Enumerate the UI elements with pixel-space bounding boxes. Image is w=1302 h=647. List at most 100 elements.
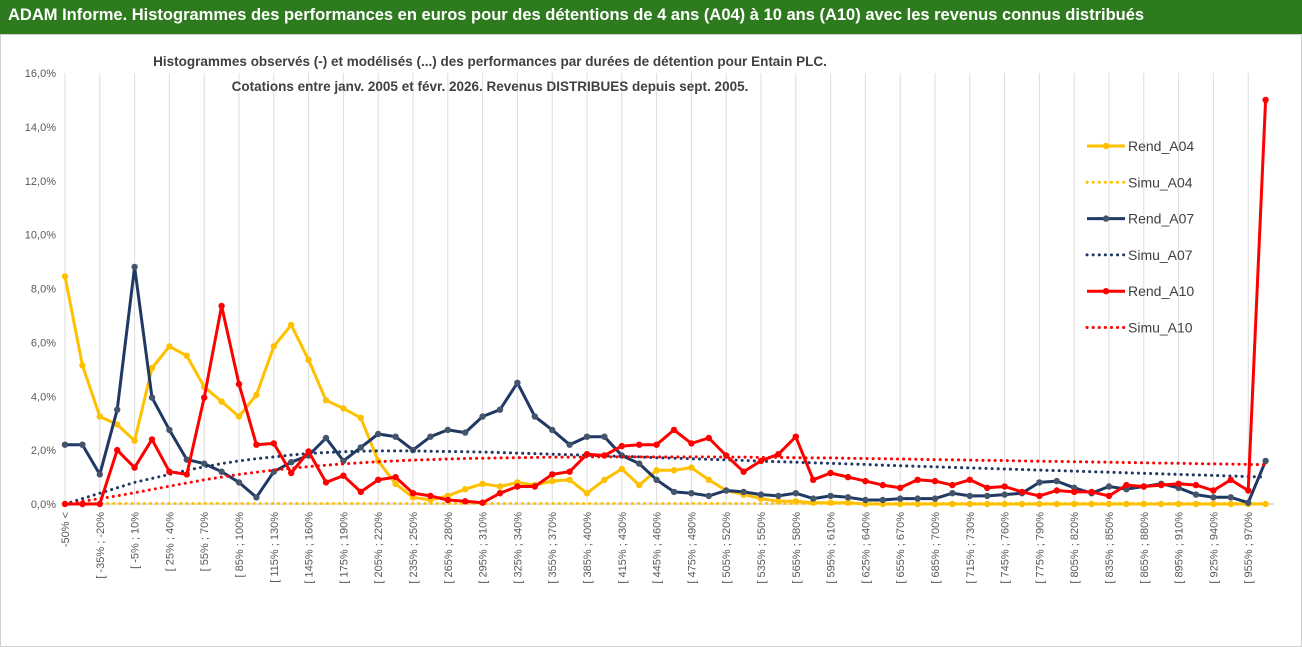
data-point-rend-a10 bbox=[357, 488, 364, 496]
x-tick-label: [ 595% ; 610% bbox=[826, 512, 838, 584]
performance-histogram-chart: 0,0% 2,0% 4,0% 6,0% 8,0% 10,0% 12,0% 14,0% 16,0%… bbox=[25, 54, 1274, 584]
data-point-rend-a07 bbox=[462, 429, 469, 436]
data-point-rend-a07 bbox=[670, 488, 678, 496]
data-point-rend-a04 bbox=[235, 413, 243, 420]
series-simu-a10 bbox=[63, 455, 1268, 506]
x-tick-label: [ 475% ; 490% bbox=[686, 512, 698, 584]
data-point-rend-a10 bbox=[792, 433, 799, 440]
data-point-rend-a10 bbox=[166, 468, 173, 475]
data-point-rend-a07 bbox=[549, 426, 556, 434]
chart-legend: Rend_A04 Simu_A04 Rend_A07 Simu_A07 Rend_A10… bbox=[1085, 138, 1194, 336]
data-point-rend-a10 bbox=[375, 476, 382, 483]
legend-item-rend-a10: Rend_A10 bbox=[1087, 283, 1194, 299]
data-point-rend-a10 bbox=[514, 483, 521, 490]
data-point-rend-a07 bbox=[253, 494, 260, 501]
data-point-rend-a10 bbox=[549, 471, 556, 478]
data-point-rend-a10 bbox=[618, 442, 625, 450]
x-tick-label: -50% < bbox=[60, 512, 72, 547]
data-point-rend-a10 bbox=[775, 451, 782, 458]
data-point-rend-a10 bbox=[931, 477, 939, 485]
data-point-rend-a04 bbox=[131, 437, 138, 444]
data-point-rend-a10 bbox=[688, 440, 695, 447]
data-point-rend-a10 bbox=[897, 484, 904, 491]
x-axis-ticks: -50% < [ -35% ; -20% [ -5% ; 10% [ 25% ; 40… bbox=[60, 512, 1255, 584]
data-point-rend-a10 bbox=[444, 496, 451, 504]
data-point-rend-a10 bbox=[1036, 492, 1043, 500]
data-point-rend-a04 bbox=[1262, 500, 1269, 508]
x-tick-label: [ 355% ; 370% bbox=[547, 512, 559, 584]
data-point-rend-a04 bbox=[357, 414, 364, 421]
data-point-rend-a07 bbox=[705, 492, 712, 500]
x-tick-label: [ 115% ; 130% bbox=[269, 512, 281, 583]
legend-item-rend-a07: Rend_A07 bbox=[1087, 211, 1194, 227]
data-point-rend-a07 bbox=[792, 490, 799, 497]
data-point-rend-a07 bbox=[1227, 494, 1235, 501]
data-point-rend-a04 bbox=[688, 464, 695, 471]
x-tick-label: [ -35% ; -20% bbox=[95, 512, 107, 579]
data-point-rend-a07 bbox=[114, 406, 121, 413]
series-lines bbox=[61, 96, 1269, 508]
data-point-rend-a04 bbox=[827, 499, 834, 506]
legend-label-rend-a07: Rend_A07 bbox=[1128, 211, 1194, 227]
report-title: ADAM Informe. Histogrammes des performan… bbox=[8, 6, 1145, 24]
data-point-rend-a10 bbox=[984, 484, 991, 491]
data-point-rend-a04 bbox=[218, 398, 225, 405]
data-point-rend-a07 bbox=[844, 494, 852, 501]
data-point-rend-a07 bbox=[810, 495, 817, 502]
data-point-rend-a07 bbox=[653, 476, 660, 483]
data-point-rend-a10 bbox=[462, 498, 469, 505]
data-point-rend-a07 bbox=[1001, 491, 1008, 498]
data-point-rend-a04 bbox=[636, 481, 643, 489]
y-tick-label: 10,0% bbox=[25, 230, 56, 242]
data-point-rend-a10 bbox=[201, 394, 208, 401]
x-tick-label: [ 865% ; 880% bbox=[1139, 512, 1151, 584]
series-rend-a04 bbox=[61, 273, 1269, 508]
data-point-rend-a07 bbox=[601, 433, 608, 440]
data-point-rend-a10 bbox=[879, 481, 886, 489]
data-point-rend-a07 bbox=[340, 457, 347, 465]
data-point-rend-a07 bbox=[931, 495, 939, 502]
y-tick-label: 14,0% bbox=[25, 122, 56, 134]
data-point-rend-a07 bbox=[949, 490, 956, 497]
x-tick-label: [ 265% ; 280% bbox=[443, 512, 455, 584]
data-point-rend-a07 bbox=[1192, 491, 1200, 498]
data-point-rend-a07 bbox=[61, 441, 69, 448]
data-point-rend-a07 bbox=[479, 413, 486, 420]
data-point-rend-a07 bbox=[723, 487, 730, 494]
data-point-rend-a07 bbox=[322, 434, 330, 442]
data-point-rend-a07 bbox=[1262, 457, 1269, 465]
data-point-rend-a04 bbox=[462, 486, 469, 493]
data-point-rend-a10 bbox=[392, 473, 399, 481]
data-point-rend-a04 bbox=[79, 362, 86, 369]
legend-label-rend-a04: Rend_A04 bbox=[1128, 138, 1194, 154]
data-point-rend-a10 bbox=[531, 483, 538, 490]
data-point-rend-a10 bbox=[670, 426, 678, 434]
data-point-rend-a10 bbox=[1018, 488, 1026, 496]
x-tick-label: [ 775% ; 790% bbox=[1034, 512, 1046, 584]
data-point-rend-a10 bbox=[1175, 480, 1182, 487]
data-point-rend-a10 bbox=[479, 499, 486, 506]
data-point-rend-a10 bbox=[183, 471, 190, 478]
data-point-rend-a04 bbox=[618, 465, 625, 473]
x-tick-label: [ 235% ; 250% bbox=[408, 512, 420, 584]
data-point-rend-a04 bbox=[270, 343, 277, 350]
data-point-rend-a10 bbox=[1053, 487, 1061, 494]
data-point-rend-a07 bbox=[148, 394, 156, 401]
data-point-rend-a04 bbox=[96, 413, 104, 420]
data-point-rend-a04 bbox=[549, 477, 556, 485]
x-tick-label: [ 655% ; 670% bbox=[895, 512, 907, 584]
data-point-rend-a04 bbox=[705, 476, 712, 483]
data-point-rend-a07 bbox=[984, 492, 991, 500]
data-point-rend-a10 bbox=[827, 469, 834, 477]
data-point-rend-a10 bbox=[810, 476, 817, 483]
series-simu-a07 bbox=[63, 449, 1268, 506]
data-point-rend-a10 bbox=[757, 457, 765, 465]
legend-label-simu-a04: Simu_A04 bbox=[1128, 174, 1193, 190]
data-point-rend-a04 bbox=[670, 467, 678, 474]
x-tick-label: [ 625% ; 640% bbox=[860, 512, 872, 584]
x-tick-label: [ 415% ; 430% bbox=[617, 512, 629, 584]
data-point-rend-a07 bbox=[1105, 483, 1113, 490]
series-line-rend-a04 bbox=[63, 276, 1266, 506]
series-line-rend-a10 bbox=[65, 99, 1268, 506]
y-tick-label: 4,0% bbox=[31, 391, 56, 403]
